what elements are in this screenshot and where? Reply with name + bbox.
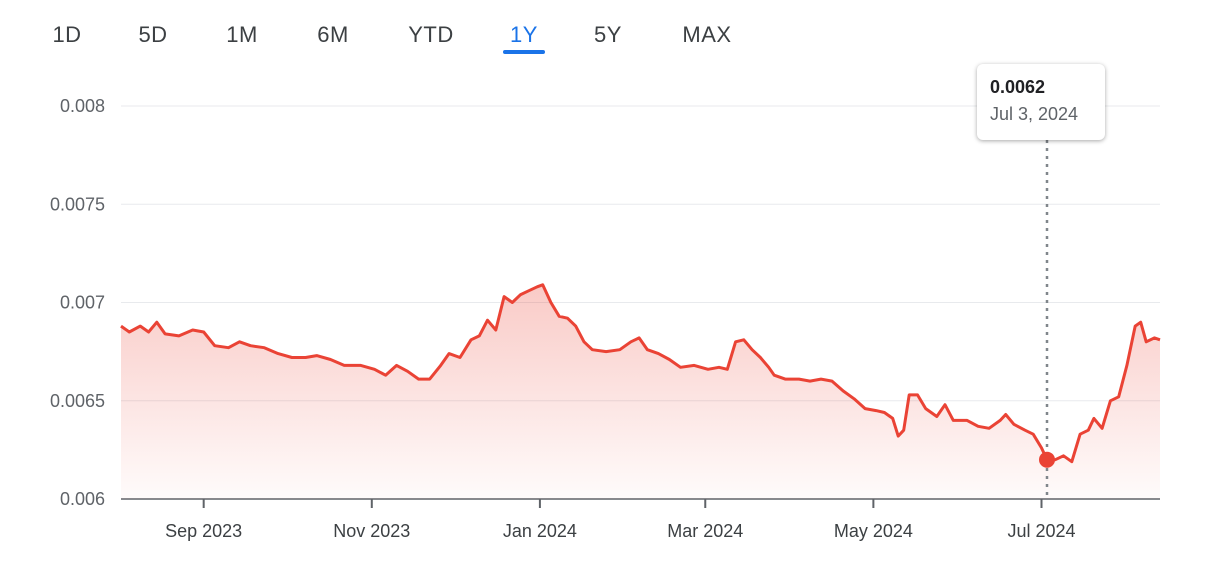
range-tab-ytd[interactable]: YTD [408,22,454,47]
range-tab-max[interactable]: MAX [682,22,732,47]
active-tab-underline [503,50,545,54]
x-tick-label: May 2024 [834,521,913,541]
y-tick-label: 0.006 [60,489,105,509]
range-tabs: 1D 5D 1M 6M YTD 1Y 5Y MAX [0,0,1208,70]
range-tab-5y[interactable]: 5Y [594,22,622,47]
y-tick-label: 0.007 [60,293,105,313]
y-tick-label: 0.008 [60,96,105,116]
hover-point[interactable] [1039,451,1056,468]
x-tick-label: Sep 2023 [165,521,242,541]
y-tick-label: 0.0065 [50,391,105,411]
range-tab-1y[interactable]: 1Y [510,22,538,47]
range-tab-5d[interactable]: 5D [138,22,168,47]
range-tab-6m[interactable]: 6M [317,22,349,47]
x-tick-label: Jul 2024 [1007,521,1075,541]
price-area [121,284,1160,499]
price-line [120,283,1161,464]
x-tick-label: Mar 2024 [667,521,743,541]
hover-tooltip: 0.0062 Jul 3, 2024 [977,64,1105,140]
y-axis: 0.008 0.0075 0.007 0.0065 0.006 [50,96,105,509]
range-tab-1m[interactable]: 1M [226,22,258,47]
tooltip-value: 0.0062 [990,77,1046,97]
tooltip-date: Jul 3, 2024 [990,104,1079,124]
x-axis: Sep 2023 Nov 2023 Jan 2024 Mar 2024 May 2024… [121,498,1160,541]
y-tick-label: 0.0075 [50,194,105,214]
x-tick-label: Jan 2024 [503,521,577,541]
x-tick-label: Nov 2023 [333,521,410,541]
range-tab-1d[interactable]: 1D [52,22,82,47]
